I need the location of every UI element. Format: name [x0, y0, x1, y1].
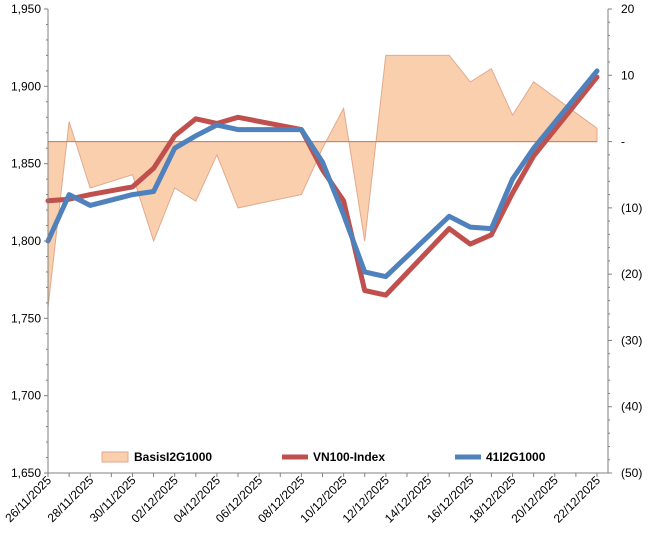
right-tick-label: (50) [621, 466, 642, 480]
legend-basis-swatch [102, 452, 128, 462]
plot-area [48, 9, 608, 473]
left-tick-label: 1,950 [11, 2, 41, 16]
legend-vn100-label: VN100-Index [313, 450, 385, 464]
left-tick-label: 1,850 [11, 157, 41, 171]
left-tick-label: 1,800 [11, 234, 41, 248]
right-tick-label: (40) [621, 400, 642, 414]
right-tick-label: 10 [621, 68, 635, 82]
right-tick-label: - [621, 135, 625, 149]
right-tick-label: (10) [621, 201, 642, 215]
right-tick-label: (20) [621, 267, 642, 281]
legend-basis-label: BasisI2G1000 [134, 450, 212, 464]
left-tick-label: 1,650 [11, 466, 41, 480]
left-tick-label: 1,750 [11, 311, 41, 325]
left-tick-label: 1,700 [11, 389, 41, 403]
legend-41i2g-label: 41I2G1000 [486, 450, 546, 464]
right-tick-label: 20 [621, 2, 635, 16]
right-tick-label: (30) [621, 333, 642, 347]
left-tick-label: 1,900 [11, 79, 41, 93]
